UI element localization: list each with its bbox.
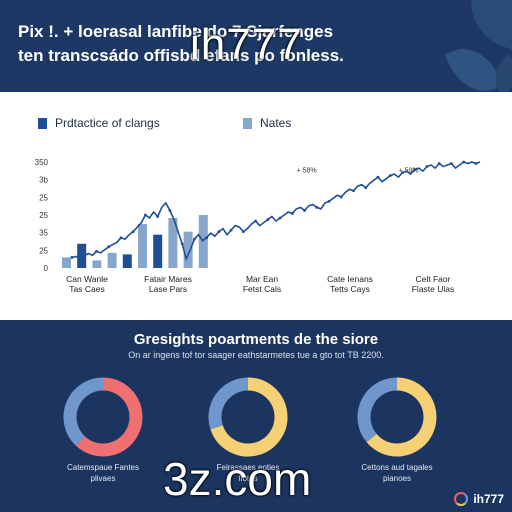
- donut-slice: [366, 377, 437, 457]
- bar: [198, 215, 208, 268]
- line-point: [144, 213, 147, 217]
- y-tick-label: 25: [39, 211, 48, 220]
- donut-label-3: Cettons aud tagales pianoes: [342, 462, 452, 484]
- line-point: [278, 216, 282, 220]
- line-point: [401, 171, 404, 174]
- donut-section-title: Gresights poartments de the siore: [133, 331, 379, 348]
- watermark-bottom: 3z.com: [163, 453, 312, 505]
- bar: [77, 243, 87, 268]
- line-point: [376, 175, 380, 179]
- category-label: Tetts Cays: [330, 284, 370, 294]
- bar: [138, 224, 147, 268]
- y-tick-label: 0: [44, 264, 49, 273]
- line-point: [180, 242, 184, 246]
- donut-slice: [210, 377, 288, 457]
- category-label: Fetst Cals: [243, 284, 281, 294]
- donut-label-1: Catemspaue Fantes plivaes: [48, 462, 158, 484]
- bar: [92, 260, 102, 268]
- legend-swatch-light: [243, 117, 252, 129]
- bar: [168, 218, 178, 268]
- brand-logo-icon: [454, 492, 469, 506]
- line-point: [352, 189, 355, 193]
- line-point: [474, 162, 478, 165]
- corner-brand-text: ih777: [473, 492, 504, 506]
- legend-label-light: Nates: [260, 116, 292, 130]
- chart-panel: [0, 92, 512, 320]
- donut-label-2-line-1: Feirassaes eoties: [216, 463, 280, 472]
- line-point: [413, 168, 417, 171]
- line-point: [315, 206, 319, 209]
- y-tick-label: 350: [35, 158, 49, 167]
- legend-entry-light: Nates: [243, 116, 291, 130]
- header-banner: Pix !. + loerasal lanfibe do 7 Sjarfenge…: [0, 0, 512, 92]
- donut-label-3-line-2: pianoes: [382, 474, 412, 483]
- line-point: [339, 195, 343, 199]
- line-point: [290, 212, 294, 215]
- category-label: Fatair Mares: [144, 274, 192, 284]
- donut-slice: [75, 377, 143, 457]
- donut-slice: [357, 377, 398, 443]
- donut-slice: [208, 377, 249, 430]
- line-point: [168, 209, 172, 212]
- line-series: [71, 161, 481, 262]
- watermark-top: ih777: [190, 20, 303, 69]
- category-label: Cate Ienans: [327, 274, 373, 284]
- bar: [183, 231, 193, 268]
- line-point: [388, 174, 392, 178]
- page-title: Pix !. + loerasal lanfibe do 7 Sjarfenge…: [18, 20, 488, 68]
- line-point: [462, 160, 466, 164]
- bar: [107, 252, 117, 268]
- line-point: [193, 237, 196, 241]
- bar: [62, 257, 71, 268]
- line-point: [156, 215, 160, 218]
- category-label: Mar Ean: [246, 274, 278, 284]
- category-label: Lase Pars: [149, 284, 187, 294]
- title-line-2: ten transcsádo offisbd efans po fonless.: [18, 46, 344, 65]
- line-point: [364, 186, 368, 190]
- donut-slice: [63, 377, 104, 446]
- line-point: [82, 254, 86, 258]
- donut-label-2-line-2: fiotes: [238, 474, 258, 483]
- legend-entry-dark: Prdtactice of clangs: [38, 116, 160, 130]
- line-point: [217, 230, 221, 234]
- line-point: [229, 228, 233, 232]
- donut-label-1-line-2: plivaes: [90, 474, 116, 483]
- bar: [122, 254, 132, 268]
- annotation-label: + 58%: [297, 168, 317, 175]
- corner-brand: ih777: [454, 492, 504, 506]
- line-point: [266, 218, 270, 221]
- y-tick-label: 25: [39, 246, 48, 255]
- donut-section-subtitle: On ar ingens tof tor saager eathstarmete…: [128, 350, 384, 360]
- line-point: [450, 162, 453, 165]
- line-point: [119, 236, 123, 240]
- donut-label-3-line-1: Cettons aud tagales: [361, 463, 433, 472]
- legend-label-dark: Prdtactice of clangs: [55, 116, 160, 130]
- title-line-1: Pix !. + loerasal lanfibe do 7 Sjarfenge…: [18, 22, 334, 41]
- line-point: [131, 230, 135, 234]
- donut-label-1-line-1: Catemspaue Fantes: [66, 463, 140, 472]
- line-point: [241, 230, 245, 234]
- line-point: [303, 209, 306, 212]
- y-tick-label: 25: [39, 193, 48, 202]
- bar: [153, 234, 163, 268]
- line-point: [95, 249, 98, 253]
- line-point: [254, 219, 257, 223]
- donut-label-2: Feirassaes eoties fiotes: [193, 462, 303, 484]
- line-point: [425, 165, 429, 168]
- line-point: [327, 199, 331, 203]
- line-point: [107, 245, 111, 249]
- category-label: Can Wanle: [66, 274, 108, 284]
- y-tick-label: 35: [39, 229, 48, 238]
- line-point: [70, 256, 74, 259]
- category-label: Flaste Ulas: [412, 284, 455, 294]
- category-label: Tas Caes: [69, 284, 104, 294]
- annotation-label: + 59%: [399, 168, 419, 175]
- category-label: Celt Faor: [416, 274, 451, 284]
- line-point: [437, 162, 441, 165]
- legend-swatch-dark: [38, 117, 47, 129]
- y-tick-label: 3b: [39, 176, 48, 185]
- donut-charts: [63, 377, 437, 457]
- line-point: [205, 236, 209, 240]
